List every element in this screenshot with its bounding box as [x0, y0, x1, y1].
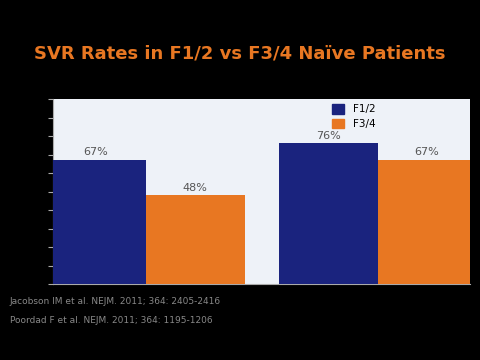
Bar [278, 144, 378, 284]
Text: Jacobson IM et al. NEJM. 2011; 364: 2405-2416: Jacobson IM et al. NEJM. 2011; 364: 2405… [10, 297, 221, 306]
Text: Poordad F et al. NEJM. 2011; 364: 1195-1206: Poordad F et al. NEJM. 2011; 364: 1195-1… [10, 316, 212, 325]
Text: 76%: 76% [316, 131, 340, 141]
Text: SVR Rates in F1/2 vs F3/4 Naïve Patients: SVR Rates in F1/2 vs F3/4 Naïve Patients [34, 45, 446, 63]
Y-axis label: SVR: SVR [9, 180, 19, 203]
Bar [145, 195, 245, 284]
Bar [378, 160, 477, 284]
Legend: F1/2, F3/4: F1/2, F3/4 [332, 104, 375, 129]
Text: 67%: 67% [84, 147, 108, 157]
Bar [47, 160, 145, 284]
Text: 48%: 48% [183, 183, 207, 193]
Text: 67%: 67% [415, 147, 440, 157]
